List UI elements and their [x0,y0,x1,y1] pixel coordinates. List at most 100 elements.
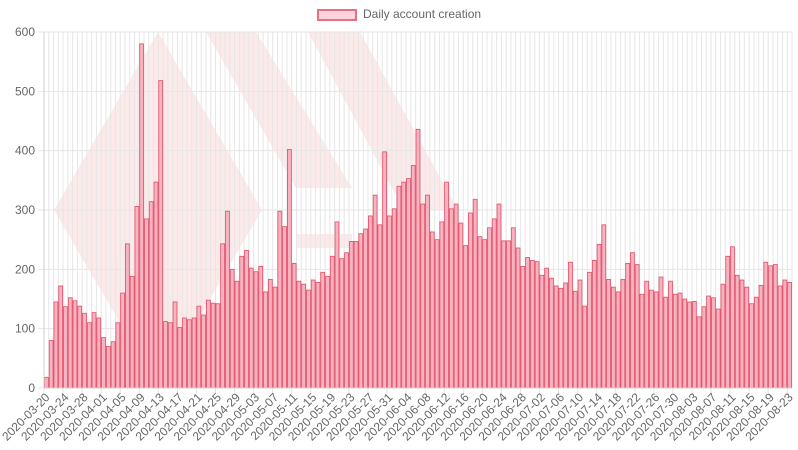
bar [382,151,388,389]
bars-group [44,43,792,389]
bar [415,128,421,389]
bar [777,285,783,389]
bar [468,212,473,389]
bar [272,286,278,389]
bar [529,260,535,389]
bar [148,201,154,389]
bar [282,226,287,389]
bar [339,258,345,389]
bar [210,302,216,389]
bar [691,300,697,389]
bar [91,312,97,389]
bar [482,239,488,389]
bar [334,221,340,389]
bar [677,292,683,389]
y-tick-label: 0 [28,381,35,395]
bar [744,286,750,389]
y-tick-label: 100 [15,322,35,336]
bar [572,290,578,389]
bar [325,276,330,389]
bar [125,243,130,389]
bar [591,260,597,389]
bar [706,295,711,389]
bar [115,322,121,389]
bar [344,252,349,389]
bar [101,337,106,389]
bar [672,293,678,389]
bar [368,215,373,389]
y-tick-label: 400 [15,144,35,158]
legend-swatch[interactable] [317,9,357,21]
bar [129,276,135,389]
bar [634,264,640,389]
bar [177,327,183,389]
bar [568,261,573,389]
bar [549,277,554,389]
bar [768,265,773,389]
bar [520,265,526,389]
bar [558,287,564,389]
bar [163,321,168,389]
bar [220,243,226,389]
bar [167,322,173,389]
bar [448,208,454,389]
bar [277,210,283,389]
bar [615,291,621,389]
bar [587,271,592,389]
bar [711,297,716,389]
bar [239,255,245,389]
bar [258,265,264,389]
bar [444,181,449,389]
bar [105,346,111,389]
bar [182,317,187,389]
bar [144,218,149,389]
bar [44,376,49,389]
bar [730,246,735,389]
bar [315,281,321,389]
bar [296,280,302,389]
bar [720,283,726,389]
bar [739,279,745,389]
bar [510,227,516,389]
bar [506,240,511,389]
bar [477,236,483,389]
bar [215,303,221,389]
bar [201,314,206,389]
bar [377,224,383,389]
bar [753,296,759,389]
bar [348,241,354,389]
bar [668,280,673,389]
bar [301,283,307,389]
bar [134,206,140,389]
bar [406,178,411,389]
bar [539,274,545,389]
bar [596,244,602,389]
bar [420,203,426,389]
y-tick-label: 200 [15,262,35,276]
bar [425,194,430,389]
bar [534,261,540,389]
bar [387,215,392,389]
bar [248,267,254,389]
bar [291,262,297,389]
watermark-bar-shape [296,234,352,248]
bar [787,281,792,389]
bar [172,301,178,389]
bar [525,257,530,389]
bar [501,240,507,389]
bar [96,317,102,389]
bar [682,298,688,389]
bar [734,274,740,389]
bar [630,252,635,389]
bar [553,285,559,389]
bar [86,322,92,389]
bar [658,276,664,389]
bar [263,291,268,389]
bar [139,43,145,389]
bar [196,305,202,389]
bar [53,301,59,389]
bar [410,165,416,389]
bar [429,231,435,389]
legend-label[interactable]: Daily account creation [363,7,482,21]
bar [577,279,583,389]
